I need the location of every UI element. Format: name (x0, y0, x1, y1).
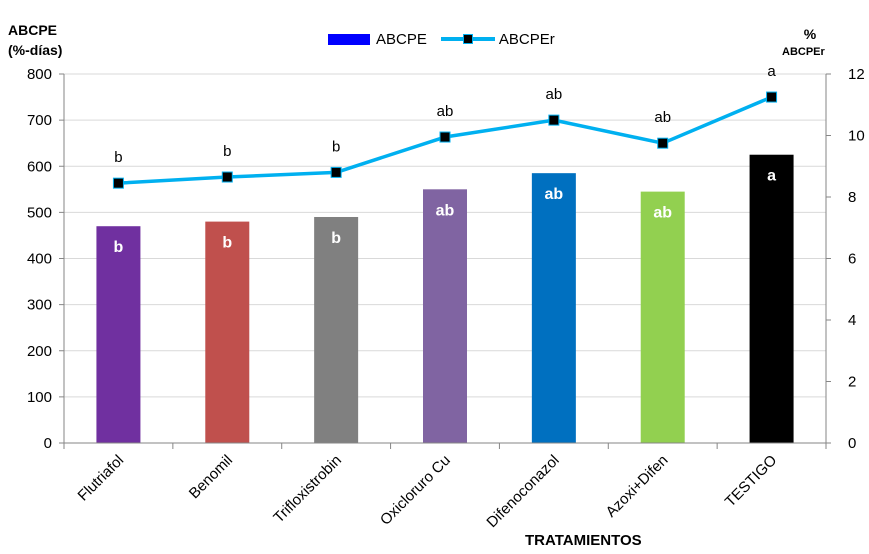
y-right-tick-label: 0 (848, 435, 856, 452)
y-left-tick-label: 400 (27, 251, 52, 268)
y-right-tick-label: 10 (848, 128, 865, 145)
y-left-tick-label: 200 (27, 343, 52, 360)
legend-label-abcpe: ABCPE (376, 30, 427, 48)
y-axis-right-subtitle: ABCPEr (782, 46, 825, 58)
x-tick-label: Trifloxistrobin (270, 452, 345, 527)
x-tick-label: Flutriafol (75, 452, 128, 505)
y-left-tick-label: 800 (27, 66, 52, 83)
legend-line-marker (462, 34, 473, 44)
abcper-point (439, 131, 451, 143)
bar-data-label: b (114, 239, 124, 256)
y-left-tick-label: 100 (27, 389, 52, 406)
y-axis-right-title: % (803, 26, 817, 42)
y-right-tick-label: 12 (848, 66, 865, 83)
bar-azoxi-difen (640, 191, 685, 443)
y-left-tick-label: 700 (27, 112, 52, 129)
x-tick-label: TESTIGO (722, 452, 781, 511)
line-data-label: ab (654, 109, 671, 126)
bar-data-label: ab (653, 205, 672, 222)
line-data-label: b (332, 138, 340, 155)
bar-difenoconazol (531, 173, 576, 443)
abcper-point (112, 177, 124, 189)
y-left-tick-label: 500 (27, 204, 52, 221)
legend-line-swatch (440, 30, 495, 48)
x-axis-title: TRATAMIENTOS (525, 532, 642, 549)
x-tick-label: Oxicloruro Cu (377, 452, 454, 529)
x-tick-label: Azoxi+Difen (603, 452, 672, 521)
y-axis-left-title: ABCPE (%-días) (8, 20, 62, 60)
x-tick-label: Difenoconazol (483, 452, 562, 531)
abcper-point (548, 114, 560, 126)
bar-oxicloruro-cu (423, 189, 467, 443)
axes (59, 73, 831, 449)
bar-data-label: a (767, 168, 776, 185)
line-data-label: a (767, 63, 776, 80)
bar-data-label: b (331, 230, 341, 247)
bar-data-label: ab (545, 186, 564, 203)
abcper-point (766, 91, 778, 103)
abcper-point (221, 171, 233, 183)
legend-label-abcper: ABCPEr (498, 30, 555, 48)
legend-bar-swatch (328, 33, 370, 45)
abcper-point (330, 166, 342, 178)
line-data-label: ab (546, 86, 563, 103)
y-right-tick-label: 8 (848, 189, 856, 206)
y-right-tick-label: 6 (848, 251, 856, 268)
line-series (112, 91, 778, 189)
bar-data-label: b (222, 235, 232, 252)
y-left-tick-label: 300 (27, 297, 52, 314)
bar-flutriafol (96, 226, 141, 443)
x-tick-label: Benomil (186, 452, 236, 502)
bar-benomil (205, 221, 250, 443)
y-axis-left-title-line1: ABCPE (8, 22, 58, 38)
y-right-tick-label: 4 (848, 312, 856, 329)
legend: ABCPE ABCPEr (328, 30, 555, 48)
y-left-tick-label: 600 (27, 158, 52, 175)
y-right-tick-label: 2 (848, 374, 856, 391)
line-data-label: b (223, 143, 231, 160)
bar-testigo (749, 154, 794, 443)
abcper-point (657, 137, 669, 149)
line-data-label: ab (437, 103, 454, 120)
y-axis-left-title-line2: (%-días) (8, 42, 63, 58)
bar-trifloxistrobin (314, 216, 359, 443)
y-left-tick-label: 0 (44, 435, 52, 452)
bar-data-label: ab (436, 202, 455, 219)
bar-series (96, 154, 794, 443)
line-data-label: b (114, 149, 122, 166)
